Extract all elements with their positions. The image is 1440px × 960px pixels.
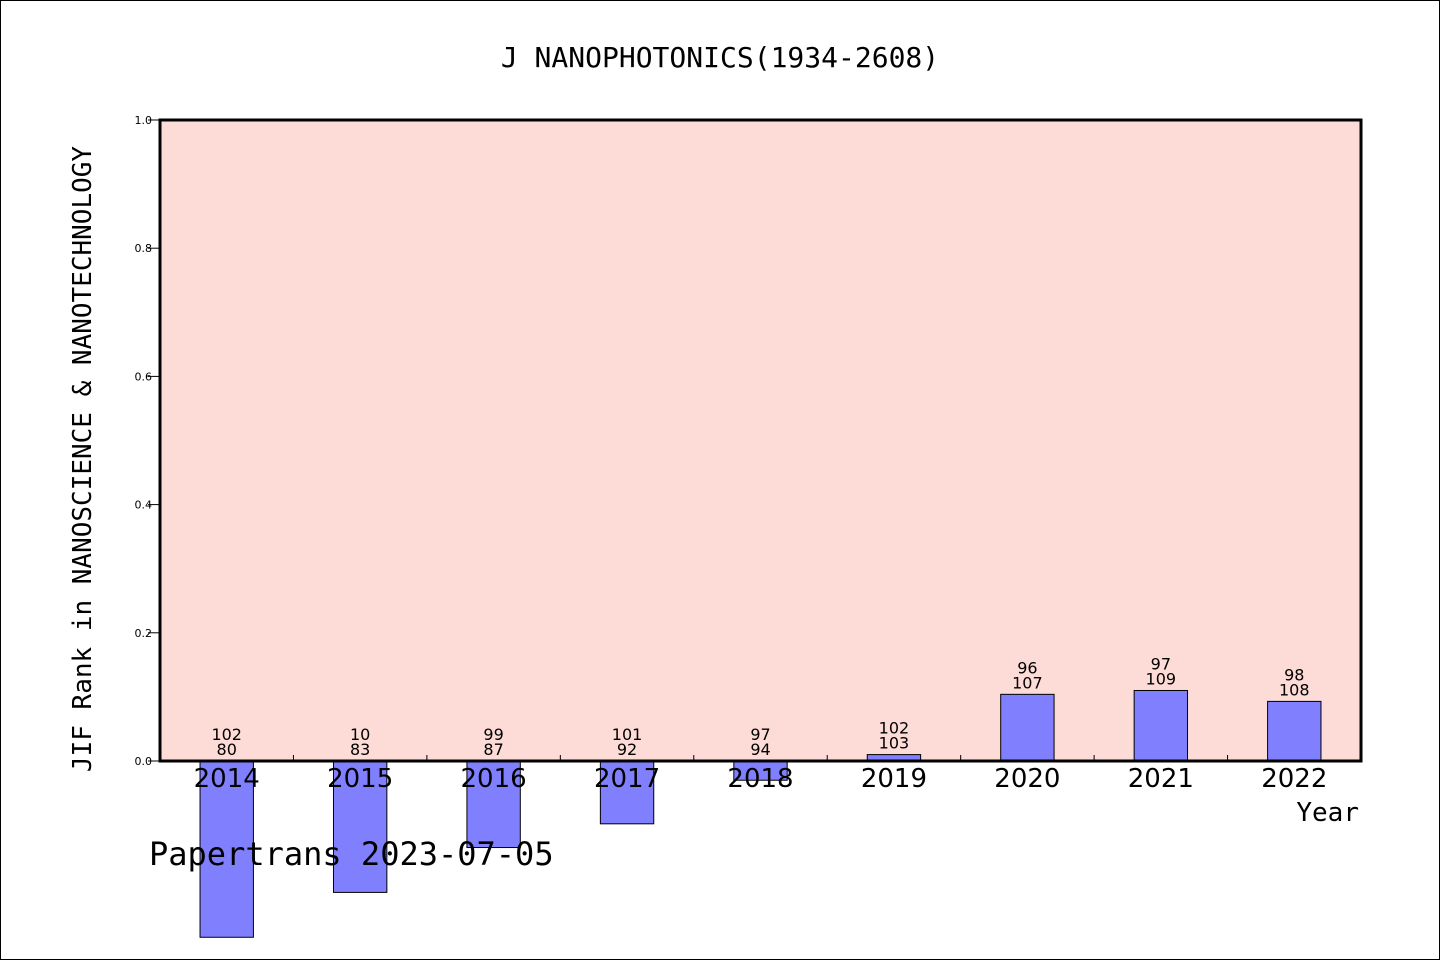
watermark-text: Papertrans 2023-07-05: [149, 835, 554, 873]
rank-label: 94: [750, 740, 770, 759]
rank-label: 83: [350, 740, 370, 759]
rank-label: 80: [217, 740, 237, 759]
y-tick-label: 0.2: [135, 627, 153, 640]
rank-label: 87: [483, 740, 503, 759]
total-label: 96: [1017, 658, 1037, 677]
rank-label: 92: [617, 740, 637, 759]
y-axis-label: JIF Rank in NANOSCIENCE & NANOTECHNOLOGY: [68, 146, 98, 772]
rank-label: 107: [1012, 673, 1043, 692]
plot-area: [160, 120, 1361, 761]
x-tick-label: 2015: [327, 764, 393, 794]
total-label: 10: [350, 725, 370, 744]
chart-title: J NANOPHOTONICS(1934-2608): [501, 41, 939, 74]
x-tick-label: 2020: [994, 764, 1060, 794]
total-label: 99: [483, 725, 503, 744]
x-tick-label: 2016: [461, 764, 527, 794]
y-tick-label: 1.0: [135, 114, 153, 127]
y-tick-label: 0.6: [135, 370, 153, 383]
x-axis: 2014 2015 2016 2017 2018 2019 2020 2021 2022: [194, 755, 1327, 794]
y-tick-label: 0.0: [135, 755, 153, 768]
rank-label: 103: [879, 734, 910, 753]
total-label: 97: [1151, 654, 1171, 673]
bar-2015: [332, 760, 388, 893]
y-tick-label: 0.4: [135, 499, 153, 512]
total-label: 101: [612, 725, 643, 744]
rank-label: 108: [1279, 680, 1310, 699]
total-label: 102: [879, 719, 910, 738]
x-axis-label: Year: [1296, 798, 1359, 828]
total-label: 102: [211, 725, 242, 744]
x-tick-label: 2019: [861, 764, 927, 794]
y-tick-label: 0.8: [135, 242, 153, 255]
bar-2014: [199, 760, 254, 938]
bar-2017: [599, 760, 655, 825]
y-axis: 0.0 0.2 0.4 0.6 0.8 1.0: [135, 114, 160, 768]
x-tick-label: 2021: [1128, 764, 1194, 794]
rank-label: 109: [1146, 669, 1177, 688]
x-tick-label: 2014: [194, 764, 260, 794]
bar-2021: [1133, 689, 1189, 762]
bar-2022: [1267, 700, 1322, 762]
total-label: 98: [1284, 665, 1304, 684]
x-tick-label: 2022: [1261, 764, 1327, 794]
plot-border: [158, 118, 1363, 763]
total-label: 97: [750, 725, 770, 744]
bar-2020: [1000, 693, 1055, 762]
x-tick-label: 2017: [594, 764, 660, 794]
x-tick-label: 2018: [727, 764, 793, 794]
